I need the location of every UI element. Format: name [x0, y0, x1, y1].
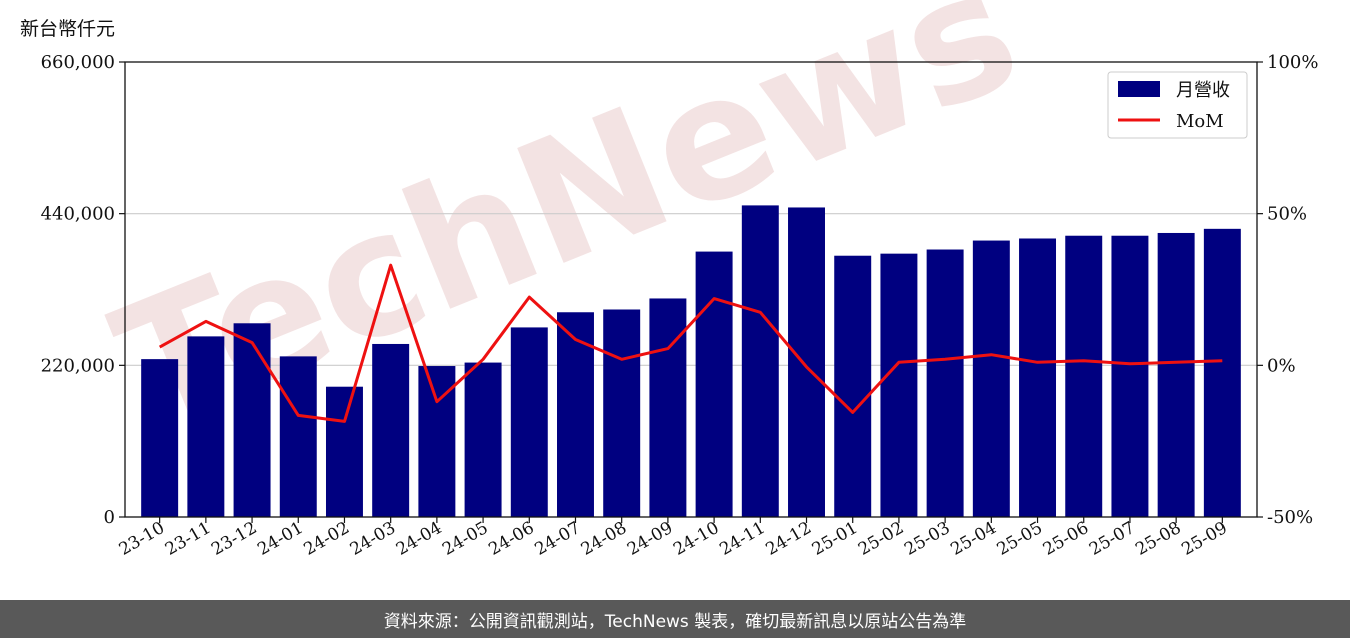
revenue-bar-24-02 — [325, 386, 363, 517]
revenue-bar-24-12 — [788, 207, 825, 517]
right-tick-label: 0% — [1267, 355, 1296, 376]
x-tick-label: 25-04 — [947, 518, 999, 560]
left-tick-label: 660,000 — [41, 52, 115, 73]
x-tick-label: 24-06 — [485, 518, 537, 560]
revenue-bar-24-06 — [510, 327, 548, 517]
x-tick-label: 24-11 — [716, 518, 768, 560]
x-tick-label: 25-01 — [809, 518, 861, 560]
revenue-bar-23-12 — [233, 323, 271, 517]
revenue-bar-25-08 — [1157, 232, 1195, 517]
revenue-bar-25-02 — [880, 253, 918, 517]
x-tick-label: 24-12 — [763, 518, 815, 560]
x-tick-label: 24-01 — [254, 518, 306, 560]
x-tick-label: 25-09 — [1178, 518, 1230, 560]
revenue-bar-24-03 — [372, 343, 410, 517]
x-tick-label: 25-06 — [1040, 518, 1092, 560]
x-tick-label: 24-05 — [439, 518, 491, 560]
x-tick-label: 24-02 — [301, 518, 353, 560]
revenue-bar-24-05 — [464, 362, 502, 517]
revenue-bar-25-01 — [834, 255, 872, 517]
x-tick-label: 24-08 — [578, 518, 630, 560]
revenue-bars — [141, 205, 1241, 518]
x-tick-label: 24-03 — [347, 518, 399, 560]
revenue-bar-24-11 — [741, 205, 779, 518]
revenue-bar-23-10 — [141, 359, 179, 517]
revenue-bar-25-05 — [1019, 238, 1057, 517]
right-tick-label: 50% — [1267, 204, 1307, 225]
y-axis-unit-label: 新台幣仟元 — [20, 18, 116, 40]
revenue-bar-24-07 — [557, 312, 594, 517]
right-tick-label: 100% — [1267, 52, 1318, 73]
legend-bar-swatch — [1118, 81, 1160, 97]
x-tick-label: 25-03 — [901, 518, 953, 560]
x-tick-label: 25-07 — [1086, 518, 1138, 560]
x-tick-label: 23-11 — [162, 518, 214, 560]
x-tick-label: 25-02 — [855, 518, 907, 560]
revenue-bar-23-11 — [187, 336, 225, 517]
revenue-bar-25-09 — [1203, 228, 1241, 518]
plot-frame — [124, 61, 1258, 518]
x-tick-label: 24-04 — [393, 518, 445, 560]
revenue-bar-24-09 — [649, 298, 687, 517]
revenue-bar-24-10 — [695, 251, 733, 518]
x-tick-label: 24-10 — [670, 518, 722, 560]
x-tick-label: 25-05 — [994, 518, 1046, 560]
mom-line-layer — [158, 263, 1223, 423]
revenue-bar-24-08 — [603, 309, 641, 517]
mom-line — [158, 263, 1223, 423]
revenue-bar-24-01 — [279, 356, 317, 517]
revenue-bar-25-03 — [926, 249, 964, 518]
x-tick-label: 23-12 — [208, 518, 260, 560]
left-tick-label: 0 — [104, 507, 115, 528]
legend-label-revenue: 月營收 — [1176, 80, 1230, 101]
x-tick-label: 25-08 — [1132, 518, 1184, 560]
left-tick-label: 220,000 — [41, 355, 115, 376]
revenue-chart: TechNews 0220,000440,000660,000-50%0%50%… — [41, 0, 1319, 560]
x-tick-label: 24-09 — [624, 518, 676, 560]
legend: 月營收 MoM — [1107, 71, 1248, 139]
left-tick-label: 440,000 — [41, 204, 115, 225]
x-tick-label: 24-07 — [532, 518, 584, 560]
x-tick-label: 23-10 — [116, 518, 168, 560]
revenue-bar-25-06 — [1065, 235, 1103, 517]
legend-label-mom: MoM — [1176, 111, 1224, 132]
source-footer: 資料來源：公開資訊觀測站，TechNews 製表，確切最新訊息以原站公告為準 — [0, 600, 1350, 638]
revenue-bar-25-04 — [972, 240, 1010, 517]
revenue-bar-25-07 — [1111, 235, 1149, 517]
right-tick-label: -50% — [1267, 507, 1313, 528]
